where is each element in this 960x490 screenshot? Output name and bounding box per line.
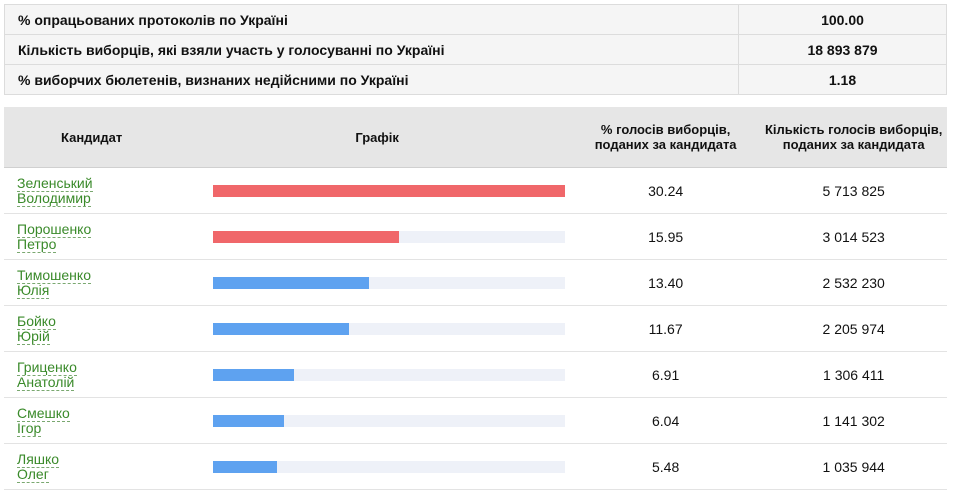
vote-bar-track (213, 184, 566, 197)
candidate-firstname-link[interactable]: Олег (17, 465, 49, 483)
summary-row: % опрацьованих протоколів по Україні 100… (4, 4, 947, 35)
summary-value: 1.18 (738, 64, 947, 95)
results-table: Кандидат Графік % голосів виборців, пода… (4, 107, 947, 490)
vote-bar-fill (213, 460, 278, 473)
header-count: Кількість голосів виборців, поданих за к… (760, 107, 947, 168)
vote-bar-fill (213, 322, 350, 335)
candidate-surname-link[interactable]: Смешко (17, 404, 70, 422)
vote-bar-track (213, 276, 566, 289)
vote-bar-track (213, 414, 566, 427)
summary-label: Кількість виборців, які взяли участь у г… (4, 34, 739, 65)
candidate-firstname-link[interactable]: Володимир (17, 189, 91, 207)
vote-bar-track (213, 368, 566, 381)
candidate-percent: 30.24 (570, 167, 761, 214)
summary-label: % виборчих бюлетенів, визнаних недійсним… (4, 64, 739, 95)
candidate-firstname-link[interactable]: Юлія (17, 281, 50, 299)
candidate-percent: 13.40 (570, 259, 761, 306)
candidate-surname-link[interactable]: Порошенко (17, 220, 92, 238)
candidate-firstname-link[interactable]: Петро (17, 235, 57, 253)
candidate-graph-cell (183, 351, 571, 398)
candidate-name-cell: Тимошенко Юлія (4, 259, 184, 306)
header-percent: % голосів виборців, поданих за кандидата (570, 107, 761, 168)
candidate-row: Бойко Юрій 11.67 2 205 974 (4, 305, 947, 352)
candidate-firstname-link[interactable]: Юрій (17, 327, 50, 345)
candidate-vote-count: 1 306 411 (760, 351, 947, 398)
summary-value: 18 893 879 (738, 34, 947, 65)
candidate-graph-cell (183, 305, 571, 352)
vote-bar-fill (213, 230, 399, 243)
summary-row: % виборчих бюлетенів, визнаних недійсним… (4, 64, 947, 95)
candidate-graph-cell (183, 167, 571, 214)
candidate-vote-count: 3 014 523 (760, 213, 947, 260)
candidate-firstname-link[interactable]: Ігор (17, 419, 42, 437)
summary-table: % опрацьованих протоколів по Україні 100… (4, 4, 947, 95)
candidate-name-cell: Ляшко Олег (4, 443, 184, 490)
summary-value: 100.00 (738, 4, 947, 35)
candidate-name-cell: Порошенко Петро (4, 213, 184, 260)
vote-bar-fill (213, 414, 284, 427)
candidate-surname-link[interactable]: Тимошенко (17, 266, 91, 284)
candidate-graph-cell (183, 213, 571, 260)
vote-bar-track (213, 230, 566, 243)
candidate-row: Гриценко Анатолій 6.91 1 306 411 (4, 351, 947, 398)
vote-bar-fill (213, 276, 370, 289)
candidate-vote-count: 2 532 230 (760, 259, 947, 306)
header-candidate: Кандидат (4, 107, 184, 168)
vote-bar-track (213, 322, 566, 335)
candidate-row: Порошенко Петро 15.95 3 014 523 (4, 213, 947, 260)
candidate-vote-count: 5 713 825 (760, 167, 947, 214)
candidate-row: Тимошенко Юлія 13.40 2 532 230 (4, 259, 947, 306)
results-header-row: Кандидат Графік % голосів виборців, пода… (4, 107, 947, 168)
candidate-surname-link[interactable]: Ляшко (17, 450, 60, 468)
candidate-firstname-link[interactable]: Анатолій (17, 373, 75, 391)
header-graph: Графік (183, 107, 571, 168)
candidate-vote-count: 2 205 974 (760, 305, 947, 352)
candidate-row: Зеленський Володимир 30.24 5 713 825 (4, 167, 947, 214)
candidate-surname-link[interactable]: Зеленський (17, 174, 93, 192)
candidate-row: Смешко Ігор 6.04 1 141 302 (4, 397, 947, 444)
summary-row: Кількість виборців, які взяли участь у г… (4, 34, 947, 65)
candidate-name-cell: Бойко Юрій (4, 305, 184, 352)
candidate-vote-count: 1 035 944 (760, 443, 947, 490)
candidate-graph-cell (183, 397, 571, 444)
candidate-percent: 6.91 (570, 351, 761, 398)
candidate-name-cell: Зеленський Володимир (4, 167, 184, 214)
candidate-percent: 11.67 (570, 305, 761, 352)
candidate-graph-cell (183, 259, 571, 306)
vote-bar-fill (213, 368, 294, 381)
candidate-vote-count: 1 141 302 (760, 397, 947, 444)
candidate-name-cell: Смешко Ігор (4, 397, 184, 444)
vote-bar-track (213, 460, 566, 473)
candidate-percent: 6.04 (570, 397, 761, 444)
results-body: Зеленський Володимир 30.24 5 713 825 Порошен… (4, 167, 947, 490)
summary-label: % опрацьованих протоколів по Україні (4, 4, 739, 35)
candidate-row: Ляшко Олег 5.48 1 035 944 (4, 443, 947, 490)
vote-bar-fill (213, 184, 566, 197)
candidate-surname-link[interactable]: Гриценко (17, 358, 77, 376)
candidate-name-cell: Гриценко Анатолій (4, 351, 184, 398)
candidate-percent: 5.48 (570, 443, 761, 490)
candidate-graph-cell (183, 443, 571, 490)
candidate-surname-link[interactable]: Бойко (17, 312, 56, 330)
candidate-percent: 15.95 (570, 213, 761, 260)
